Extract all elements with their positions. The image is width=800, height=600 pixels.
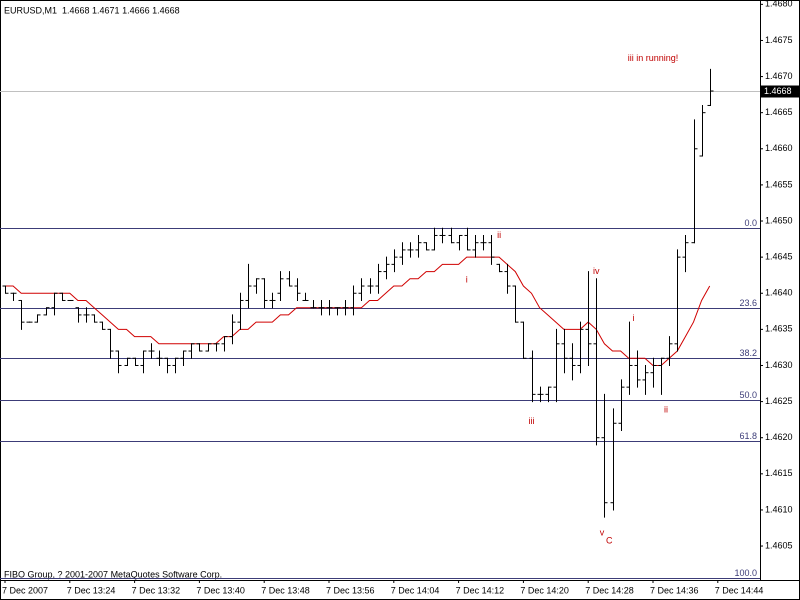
wave-label: i	[466, 275, 468, 285]
fibo-label: 23.6	[739, 298, 757, 308]
y-tick-label: 1.4605	[765, 540, 793, 550]
y-tick-label: 1.4645	[765, 252, 793, 262]
chart-title: EURUSD,M1 1.4668 1.4671 1.4666 1.4668	[4, 5, 180, 15]
fibo-label: 61.8	[739, 431, 757, 441]
y-tick-label: 1.4640	[765, 288, 793, 298]
y-tick-label: 1.4665	[765, 107, 793, 117]
wave-label: C	[606, 535, 613, 545]
wave-label: iii	[529, 416, 535, 426]
x-tick-label: 7 Dec 14:44	[715, 585, 764, 595]
wave-label: iii in running!	[628, 53, 679, 63]
y-tick-label: 1.4620	[765, 432, 793, 442]
fibo-label: 38.2	[739, 348, 757, 358]
y-tick-label: 1.4635	[765, 324, 793, 334]
moving-average	[5, 256, 711, 366]
y-tick-label: 1.4615	[765, 468, 793, 478]
y-tick-label: 1.4670	[765, 71, 793, 81]
y-tick-label: 1.4650	[765, 215, 793, 225]
y-tick-label: 1.4625	[765, 396, 793, 406]
x-tick-label: 7 Dec 2007	[2, 585, 48, 595]
fibo-label: 100.0	[734, 568, 757, 578]
x-tick-label: 7 Dec 14:20	[520, 585, 569, 595]
y-tick-label: 1.4630	[765, 360, 793, 370]
wave-label: v	[600, 527, 605, 537]
y-tick-label: 1.4680	[765, 0, 793, 9]
x-tick-label: 7 Dec 13:32	[132, 585, 181, 595]
copyright: FIBO Group, ? 2001-2007 MetaQuotes Softw…	[4, 569, 222, 579]
x-tick-label: 7 Dec 13:24	[67, 585, 116, 595]
wave-label: iv	[593, 266, 600, 276]
x-tick-label: 7 Dec 13:56	[326, 585, 375, 595]
y-tick-label: 1.4660	[765, 143, 793, 153]
y-tick-label: 1.4675	[765, 35, 793, 45]
wave-label: ii	[664, 405, 668, 415]
x-tick-label: 7 Dec 13:48	[261, 585, 310, 595]
current-price-box	[761, 85, 799, 98]
x-tick-label: 7 Dec 14:12	[456, 585, 505, 595]
x-tick-label: 7 Dec 14:04	[391, 585, 440, 595]
y-tick-label: 1.4655	[765, 179, 793, 189]
current-price-label: 1.4668	[764, 86, 792, 96]
x-tick-label: 7 Dec 13:40	[196, 585, 245, 595]
fibo-label: 0.0	[744, 218, 757, 228]
x-tick-label: 7 Dec 14:36	[650, 585, 699, 595]
y-tick-label: 1.4610	[765, 504, 793, 514]
x-tick-label: 7 Dec 14:28	[585, 585, 634, 595]
fibo-label: 50.0	[739, 390, 757, 400]
wave-label: ii	[497, 230, 501, 240]
wave-label: i	[633, 313, 635, 323]
